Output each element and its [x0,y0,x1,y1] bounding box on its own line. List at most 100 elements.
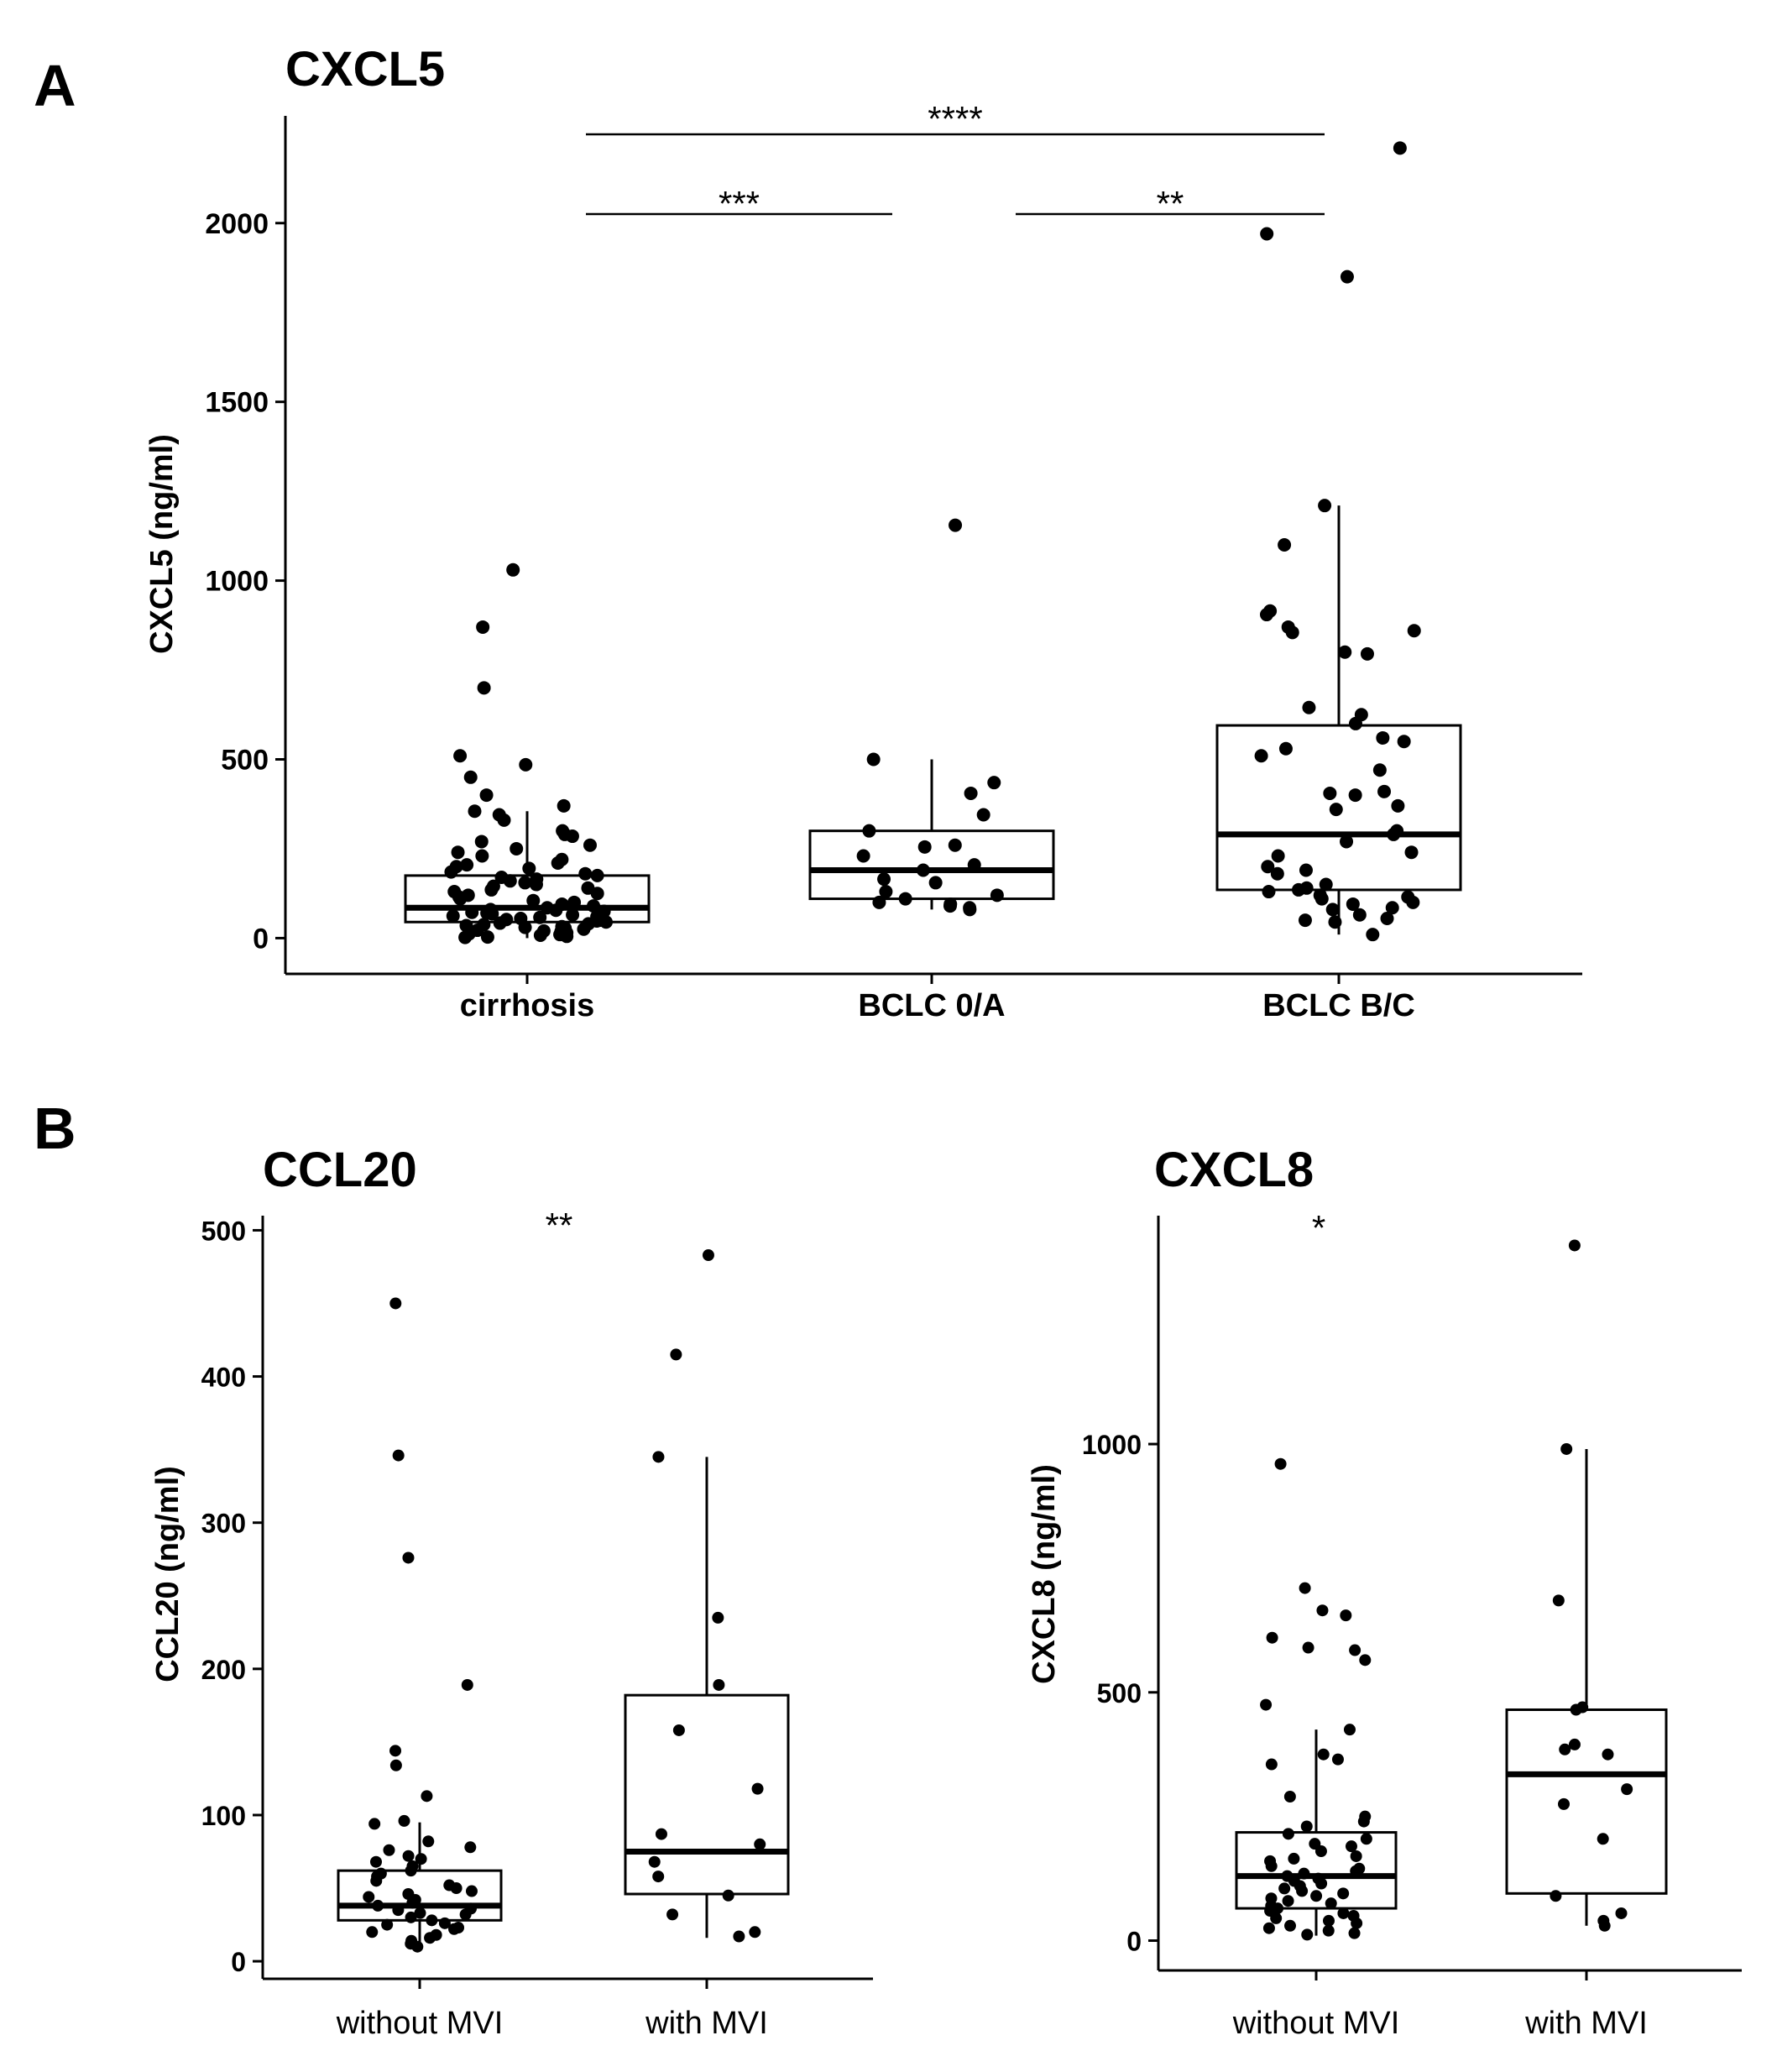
data-point [424,1932,436,1944]
data-point [583,838,597,852]
data-point [672,1724,685,1736]
data-point [1337,1887,1350,1900]
data-point [448,1923,461,1935]
y-axis-label: CXCL8 (ng/ml) [1027,1464,1062,1684]
y-tick-label: 1500 [205,387,269,419]
y-axis-label: CCL20 (ng/ml) [150,1466,186,1682]
data-point [1615,1907,1628,1919]
data-point [1329,803,1343,817]
data-point [567,895,582,909]
data-point [1393,141,1407,155]
data-point [587,899,601,913]
y-tick-label: 400 [201,1363,246,1393]
data-point [468,804,482,819]
data-point [1343,1724,1356,1736]
box [808,829,1055,901]
data-point [453,892,468,906]
data-point [1278,1882,1291,1895]
data-point [1558,1797,1571,1810]
data-point [1317,1748,1330,1761]
data-point [967,858,981,872]
data-point [1360,1833,1372,1845]
y-tick-label: 0 [253,923,269,955]
chart-ccl20: CCL20 CCL20 (ng/ml) 0 100 200 300 400 500 with… [150,1143,873,2041]
data-point [1348,716,1362,730]
data-point [1271,849,1285,863]
data-point [1314,1845,1327,1858]
data-point [1262,885,1276,899]
data-point [1346,897,1360,911]
data-point [1302,700,1316,714]
chart-cxcl5: CXCL5 CXCL5 (ng/ml) 0 500 1000 1500 2000 cirr… [144,42,1582,1023]
data-point [1282,1828,1294,1840]
data-point [949,518,963,532]
data-point [477,681,491,695]
data-point [1598,1919,1611,1932]
box [1505,1708,1668,1895]
data-point [475,849,489,863]
x-tick-label: BCLC B/C [1262,988,1415,1023]
data-point [702,1249,714,1262]
data-point [1261,860,1275,874]
data-point [560,929,574,944]
data-point [533,910,547,924]
data-point [464,1841,477,1854]
data-point [578,866,593,881]
y-tick-label: 100 [201,1801,246,1831]
data-point [1298,913,1312,928]
data-point [1340,835,1354,849]
data-point [518,920,532,934]
data-point [533,929,547,943]
data-point [648,1855,661,1868]
data-point [1314,892,1329,906]
data-point [1325,903,1340,917]
data-point [1387,827,1401,841]
data-point [392,1904,405,1917]
significance-label: *** [719,184,760,223]
data-point [402,1850,415,1862]
data-point [398,1814,410,1827]
data-point [1298,1867,1310,1880]
data-point [733,1930,745,1943]
y-tick-label: 1000 [1082,1430,1142,1460]
data-point [1366,928,1380,942]
chart-title: CXCL8 [1154,1143,1314,1197]
data-point [964,786,978,800]
data-point [485,907,499,921]
data-point [415,1853,427,1865]
data-point [652,1871,665,1883]
data-point [948,838,962,852]
data-point [526,893,541,908]
data-point [1406,895,1420,909]
data-point [411,1940,424,1953]
data-point [1301,1928,1314,1941]
data-point [1318,499,1332,513]
data-point [1404,845,1419,860]
data-point [1340,269,1354,284]
data-point [484,882,499,897]
y-tick-label: 2000 [205,208,269,240]
data-point [510,841,524,855]
data-point [497,813,511,827]
data-point [383,1844,395,1856]
data-point [928,876,943,890]
data-point [1337,1907,1350,1919]
data-point [1310,1890,1323,1902]
data-point [389,1297,402,1310]
chart-cxcl8: CXCL8 CXCL8 (ng/ml) 0 500 1000 without MVI w… [1027,1143,1742,2041]
data-point [421,1790,433,1803]
data-point [590,887,604,901]
data-point [1348,788,1362,803]
significance-label: * [1312,1208,1325,1248]
data-point [1319,877,1333,892]
data-point [1560,1442,1573,1455]
data-point [1300,1820,1313,1833]
data-point [666,1908,679,1921]
data-point [405,1911,417,1923]
data-point [1552,1594,1565,1607]
data-point [405,1865,417,1877]
data-point [1254,749,1268,763]
box [1215,724,1462,892]
data-point [990,888,1004,903]
data-point [1597,1833,1609,1845]
